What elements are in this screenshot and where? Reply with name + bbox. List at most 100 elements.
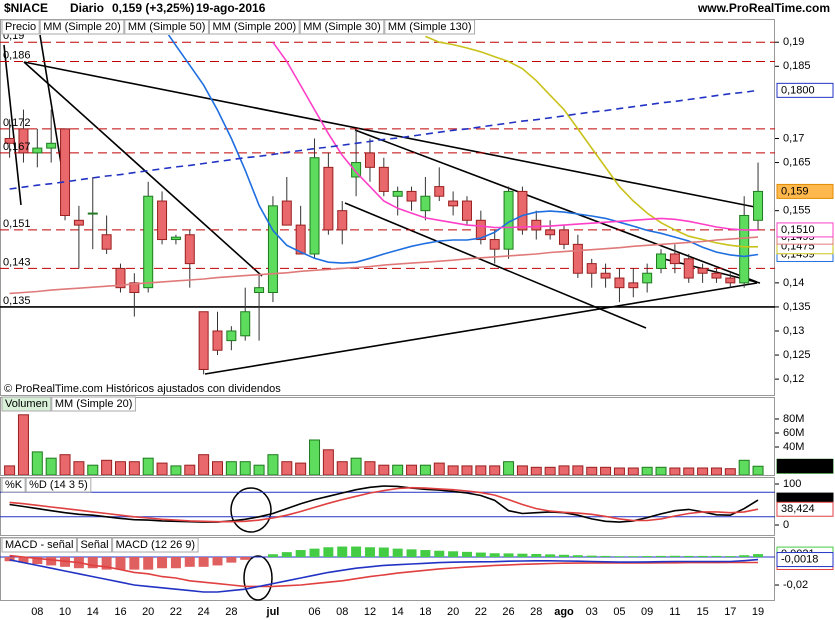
histogram-bar — [517, 553, 528, 558]
candle-body — [281, 200, 292, 226]
candle-body — [60, 128, 71, 216]
x-tick-label: 10 — [59, 606, 71, 618]
histogram-bar — [559, 554, 569, 558]
histogram-bar — [226, 557, 237, 563]
volume-bar — [572, 465, 584, 475]
candle-body — [87, 212, 98, 215]
volume-bar — [586, 466, 598, 475]
histogram-bar — [420, 550, 431, 558]
candle-body — [531, 219, 542, 231]
legend-box — [1, 396, 52, 412]
legend-box — [112, 537, 199, 553]
candle-body — [32, 147, 43, 154]
candle-body — [129, 282, 140, 293]
trend-line — [3, 44, 22, 206]
histogram-bar — [18, 557, 29, 563]
series-line — [167, 35, 759, 264]
y-tick-label: 0,135 — [783, 301, 811, 313]
legend-label: Volumen — [5, 398, 48, 410]
candle-body — [434, 186, 445, 197]
x-tick-label: 22 — [170, 606, 182, 618]
volume-bar — [489, 465, 501, 475]
histogram-bar — [725, 556, 736, 558]
x-tick-label: 11 — [669, 606, 680, 618]
x-tick-label: 05 — [613, 606, 625, 618]
volume-bar — [253, 464, 265, 475]
candle-body — [489, 239, 500, 250]
candle-body — [586, 263, 597, 274]
histogram-bar — [364, 547, 375, 558]
candle-body — [157, 200, 168, 241]
candle-body — [517, 190, 528, 231]
x-tick-label: 16 — [114, 606, 126, 618]
x-tick-label: 28 — [530, 606, 542, 618]
volume-bar — [503, 461, 515, 475]
candle-body — [351, 162, 362, 178]
volume-bar — [128, 461, 140, 475]
level-label: 0,167 — [3, 141, 31, 153]
histogram-bar — [281, 552, 292, 558]
volume-bar — [697, 467, 709, 475]
plot-area — [4, 414, 764, 475]
volume-bar — [101, 459, 113, 475]
candle-body — [337, 210, 348, 231]
volume-bar — [17, 414, 29, 475]
histogram-bar — [572, 555, 583, 558]
volume-bar — [114, 461, 126, 475]
legend-label: Señal — [80, 539, 108, 551]
value-box — [776, 501, 834, 517]
date: 19-ago-2016 — [196, 1, 266, 15]
volume-bar — [392, 464, 404, 475]
histogram-bar — [628, 556, 639, 558]
value-box — [777, 459, 833, 473]
histogram-bar — [198, 557, 209, 567]
legend-label: MACD (12 26 9) — [116, 539, 195, 551]
candle-body — [115, 267, 126, 289]
histogram-bar — [545, 554, 556, 558]
volume-bar — [447, 465, 459, 475]
source: www.ProRealTime.com — [697, 1, 830, 15]
histogram-bar — [600, 555, 611, 558]
candle-body — [753, 190, 764, 221]
volume-bar — [683, 467, 695, 475]
legend-label: MM (Simple 130) — [388, 21, 472, 33]
histogram-bar — [614, 556, 625, 558]
volume-bar — [225, 461, 237, 475]
histogram-bar — [32, 557, 43, 565]
trend-line — [23, 61, 761, 209]
plot-area — [0, 485, 775, 523]
histogram-bar — [434, 550, 445, 558]
series-line — [425, 35, 758, 248]
histogram-bar — [448, 551, 459, 558]
legend-box — [384, 19, 476, 35]
histogram-bar — [503, 553, 514, 558]
histogram-bar — [531, 553, 542, 558]
volume-bar — [378, 464, 390, 475]
histogram-bar — [129, 557, 140, 570]
y-tick-label: 80M — [783, 413, 804, 425]
candle-body — [448, 200, 459, 207]
candle-body — [143, 195, 154, 289]
candle-body — [226, 330, 237, 342]
volume-bar — [45, 457, 57, 475]
plot-area — [0, 35, 775, 375]
volume-bar — [433, 462, 445, 475]
legend-box — [299, 19, 385, 35]
histogram-bar — [143, 557, 154, 570]
volume-bar — [710, 467, 722, 475]
histogram-bar — [392, 548, 403, 558]
histogram-bar — [489, 553, 500, 558]
histogram-bar — [267, 554, 278, 558]
level-label: 0,172 — [3, 117, 31, 129]
volume-bar — [461, 465, 473, 475]
volume-bar — [558, 465, 570, 475]
volume-bar — [142, 457, 154, 475]
x-tick-label: 20 — [447, 606, 459, 618]
trend-line — [354, 129, 758, 283]
x-tick-label: 26 — [502, 606, 514, 618]
y-tick-label: 0,185 — [783, 60, 811, 72]
x-tick-label: 17 — [724, 606, 736, 618]
volume-bar — [752, 465, 764, 475]
x-tick-label: 24 — [198, 606, 210, 618]
